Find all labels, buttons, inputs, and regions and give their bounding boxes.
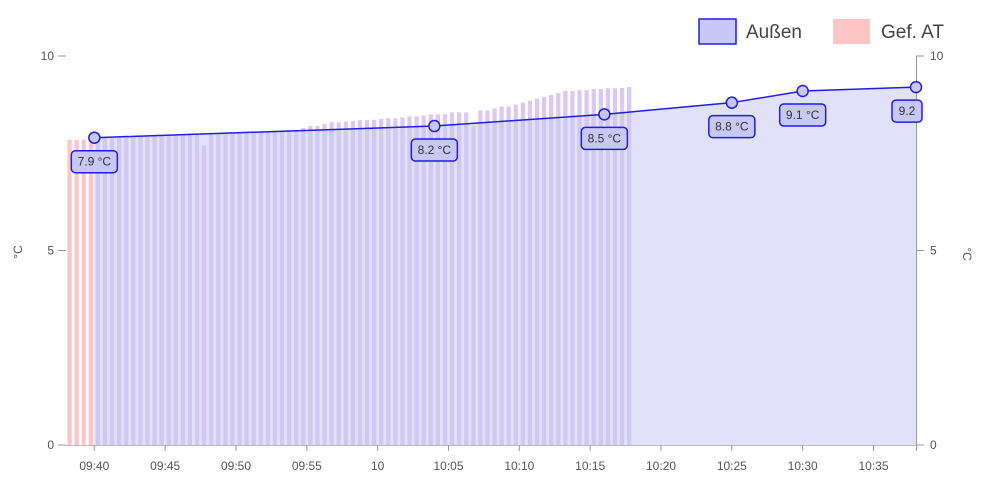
- data-label-box: [891, 99, 923, 123]
- x-tick-label: 10:20: [646, 459, 676, 473]
- x-tick-label: 09:45: [150, 459, 180, 473]
- x-tick-label: 09:55: [292, 459, 322, 473]
- legend-swatch-gef-at[interactable]: [833, 19, 870, 44]
- bar: [74, 139, 79, 445]
- x-tick-label: 09:40: [79, 459, 109, 473]
- line-series: [94, 86, 917, 446]
- data-label: 9.1 °C: [786, 108, 820, 122]
- y-tick-label-right: 10: [930, 49, 944, 63]
- x-tick-label: 09:50: [221, 459, 251, 473]
- y-tick-label-left: 5: [47, 244, 54, 258]
- x-tick-label: 10:10: [504, 459, 534, 473]
- data-label: 7.9 °C: [78, 155, 112, 169]
- legend-label-aussen[interactable]: Außen: [746, 22, 802, 43]
- line-point[interactable]: [796, 84, 809, 98]
- y-tick-label-left: 0: [47, 438, 54, 452]
- line-point[interactable]: [88, 131, 101, 144]
- data-label-box: [580, 126, 629, 151]
- line-area-fill: [94, 87, 916, 446]
- y-axis-title-right: °C: [960, 247, 974, 261]
- x-tick-label: 10:05: [433, 459, 463, 473]
- data-label-box: [708, 114, 756, 139]
- data-label: 8.8 °C: [715, 120, 749, 134]
- x-tick-label: 10: [371, 459, 385, 473]
- data-label-box: [410, 138, 459, 162]
- data-label: 9.2: [899, 104, 916, 118]
- x-tick-label: 10:35: [858, 459, 888, 473]
- legend: Außen Gef. AT: [698, 18, 944, 45]
- line-point[interactable]: [428, 119, 441, 133]
- bar: [67, 139, 72, 445]
- data-label-box: [778, 103, 827, 127]
- x-tick-label: 10:25: [717, 459, 747, 473]
- y-tick-label-right: 0: [930, 438, 937, 452]
- bar: [88, 138, 93, 446]
- y-tick-label-left: 10: [41, 49, 55, 63]
- axes: 0 0 5 5 10 10 09:40 09:45 09:50 09:55 10 10:05 10:10…: [41, 49, 944, 473]
- line-point[interactable]: [909, 80, 923, 94]
- data-label-box: [70, 149, 119, 174]
- x-tick-label: 10:30: [788, 459, 818, 473]
- legend-swatch-aussen[interactable]: [698, 18, 737, 45]
- bar: [81, 139, 86, 445]
- data-labels: 7.9 °C 8.2 °C 8.5 °C 8.8 °C 9.1 °C 9.2: [70, 80, 923, 174]
- data-label: 8.2 °C: [418, 143, 452, 157]
- y-tick-label-right: 5: [930, 244, 937, 258]
- x-tick-label: 10:15: [575, 459, 605, 473]
- data-label: 8.5 °C: [588, 131, 622, 145]
- line-path: [94, 86, 917, 139]
- legend-label-gef-at[interactable]: Gef. AT: [881, 22, 944, 43]
- line-point[interactable]: [598, 108, 611, 121]
- y-axis-title-left: °C: [11, 245, 25, 259]
- line-point[interactable]: [725, 96, 739, 109]
